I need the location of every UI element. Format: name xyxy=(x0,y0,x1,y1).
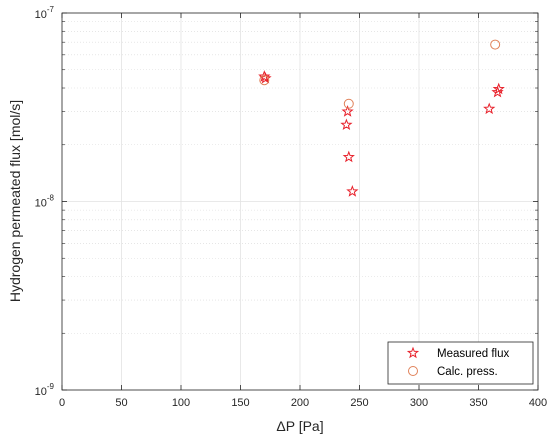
x-tick-label: 300 xyxy=(410,397,428,409)
legend-marker-measured-flux xyxy=(406,346,420,359)
x-axis-label: ΔP [Pa] xyxy=(276,418,323,434)
measured-flux-point xyxy=(341,105,354,117)
x-tick-label: 50 xyxy=(115,397,127,409)
measured-flux-point xyxy=(340,118,353,131)
measured-flux-point xyxy=(346,185,359,197)
calc-press-point xyxy=(343,98,354,109)
axis-ticks xyxy=(61,12,539,391)
x-tick-label: 100 xyxy=(172,397,190,409)
legend: Measured flux Calc. press. xyxy=(387,341,534,385)
x-tick-label: 200 xyxy=(291,397,309,409)
y-tick-labels: 10-9 10-8 10-7 xyxy=(35,5,55,398)
x-tick-labels: 0 50 100 150 200 250 300 350 400 xyxy=(59,397,547,409)
calc-press-point xyxy=(259,75,270,86)
calc-press-point xyxy=(490,39,501,50)
x-tick-label: 150 xyxy=(231,397,249,409)
x-tick-label: 400 xyxy=(529,397,547,409)
x-tick-label: 350 xyxy=(469,397,487,409)
y-tick-label: 10-7 xyxy=(35,5,55,21)
y-tick-label: 10-8 xyxy=(35,194,55,210)
x-tick-label: 250 xyxy=(350,397,368,409)
legend-star-marker xyxy=(406,346,420,359)
y-tick-label: 10-9 xyxy=(35,382,55,398)
measured-flux-point xyxy=(342,150,355,163)
legend-circle-marker xyxy=(408,366,418,376)
measured-flux-point xyxy=(483,102,496,115)
measured-flux-point xyxy=(258,70,271,82)
y-axis-label: Hydrogen permeated flux [mol/s] xyxy=(7,100,23,302)
x-tick-label: 0 xyxy=(59,397,65,409)
measured-flux-point xyxy=(492,82,505,95)
legend-marker-calc-press xyxy=(408,366,418,376)
measured-flux-point xyxy=(259,71,272,84)
legend-label-calc-press: Calc. press. xyxy=(437,366,498,378)
legend-label-measured-flux: Measured flux xyxy=(437,348,509,360)
data-points xyxy=(258,39,505,197)
